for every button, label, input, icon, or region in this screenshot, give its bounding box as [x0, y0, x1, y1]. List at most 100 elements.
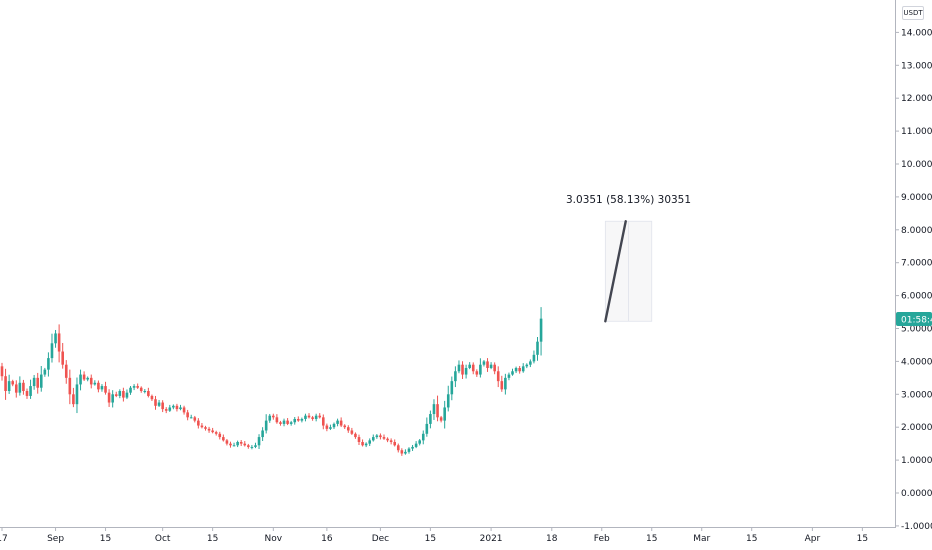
x-tick-label: 2021: [480, 534, 503, 544]
time-axis[interactable]: 17 Sep 15 Oct 15 Nov 16 Dec 15 2021 18 Feb 15 Mar 15 Ap…: [0, 527, 896, 544]
candle: [93, 380, 97, 386]
candle: [525, 363, 529, 369]
candle: [436, 395, 439, 422]
candle: [425, 417, 429, 437]
countdown-label: 01:58:40: [901, 316, 932, 326]
candle: [264, 414, 268, 434]
y-tick-label: 8.0000: [901, 226, 932, 236]
candle: [457, 360, 461, 374]
candle: [297, 416, 300, 422]
candle: [29, 379, 32, 399]
candle: [75, 377, 79, 414]
candle: [97, 380, 100, 393]
candle: [50, 333, 54, 363]
candle: [254, 442, 257, 449]
candle: [471, 362, 475, 375]
candle: [282, 418, 286, 427]
candle: [39, 366, 43, 392]
candle: [272, 413, 275, 420]
candle: [186, 409, 189, 421]
y-tick-label: 11.0000: [901, 127, 932, 137]
candle: [532, 350, 536, 364]
candle: [443, 400, 446, 429]
candle: [164, 407, 168, 414]
candle: [504, 373, 507, 395]
candle: [261, 427, 264, 442]
candlestick-series: [0, 307, 543, 456]
candle: [514, 366, 518, 374]
candle: [14, 380, 18, 398]
x-tick-label: Mar: [693, 534, 710, 544]
candle: [322, 414, 325, 430]
candle: [82, 371, 86, 381]
candle: [539, 307, 543, 356]
y-tick-label: 14.0000: [901, 28, 932, 38]
candle: [496, 366, 500, 388]
x-tick-label: 18: [546, 534, 558, 544]
candle: [432, 399, 436, 420]
candle: [22, 379, 25, 395]
candle: [104, 381, 107, 395]
y-tick-label: 10.0000: [901, 160, 932, 170]
candle: [339, 417, 343, 428]
candle: [450, 376, 454, 401]
x-tick-label: Feb: [594, 534, 610, 544]
candle: [197, 418, 200, 429]
candle: [293, 417, 297, 425]
x-tick-label: Sep: [47, 534, 64, 544]
candle: [247, 443, 250, 449]
candle: [239, 440, 243, 447]
x-tick-label: 17: [0, 534, 8, 544]
candle: [393, 439, 396, 447]
candle: [507, 372, 511, 381]
y-tick-label: 6.0000: [901, 292, 932, 302]
candle: [518, 366, 521, 374]
candle: [268, 413, 272, 423]
y-tick-label: 0.0000: [901, 489, 932, 499]
candle: [125, 389, 129, 400]
candle: [111, 390, 114, 408]
candle: [61, 342, 64, 369]
measure-tool[interactable]: 3.0351 (58.13%) 30351: [566, 194, 691, 323]
candle: [132, 384, 136, 391]
x-tick-label: 15: [857, 534, 868, 544]
candle: [43, 367, 47, 377]
candle: [7, 374, 11, 394]
candle: [468, 362, 471, 370]
candle: [346, 425, 350, 433]
candle: [529, 359, 532, 368]
candle: [79, 369, 82, 391]
candle: [307, 413, 311, 419]
candle: [389, 438, 393, 445]
candle: [122, 387, 125, 402]
candle: [304, 413, 307, 422]
candle: [225, 438, 229, 446]
currency-button[interactable]: USDT: [902, 6, 924, 20]
candle: [179, 404, 182, 411]
trend-line[interactable]: [604, 220, 627, 323]
candle: [154, 395, 157, 410]
candle: [386, 437, 389, 443]
candle: [25, 388, 29, 399]
candle: [479, 358, 482, 378]
candle: [343, 424, 347, 429]
x-tick-label: 16: [321, 534, 333, 544]
candle: [414, 441, 418, 449]
candle: [411, 444, 414, 451]
candle: [521, 363, 525, 373]
price-axis[interactable]: 14.0000 13.0000 12.0000 11.0000 10.0000 9.000…: [895, 0, 932, 532]
y-tick-label: 2.0000: [901, 423, 932, 433]
candle: [157, 399, 161, 407]
candle: [182, 405, 186, 415]
y-tick-label: 5.0000: [901, 325, 932, 335]
candle: [243, 441, 247, 447]
candle: [368, 438, 372, 447]
candle: [300, 417, 304, 423]
candle: [311, 415, 314, 421]
candle: [218, 431, 222, 440]
candle: [379, 433, 382, 440]
candle: [493, 362, 496, 375]
candle: [325, 423, 329, 432]
candle: [446, 385, 450, 412]
